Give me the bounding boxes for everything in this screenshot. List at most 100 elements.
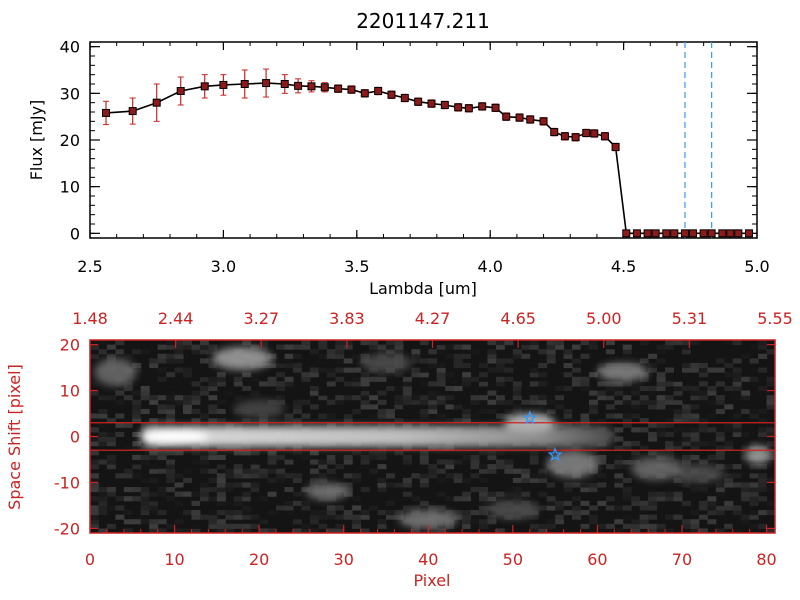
noise-pixel — [326, 422, 336, 428]
noise-pixel — [572, 376, 581, 382]
noise-pixel — [715, 367, 725, 373]
noise-pixel — [123, 381, 133, 387]
spectrum-data-point — [622, 229, 631, 238]
noise-pixel — [724, 362, 734, 369]
noise-pixel — [673, 340, 683, 346]
noise-pixel — [521, 399, 531, 405]
noise-pixel — [343, 454, 353, 460]
spectrum-x-tick-label: 2.5 — [77, 257, 102, 276]
noise-pixel — [453, 496, 463, 502]
noise-pixel — [529, 372, 539, 378]
noise-pixel — [250, 376, 260, 382]
noise-pixel — [546, 482, 556, 488]
noise-pixel — [580, 381, 590, 387]
noise-pixel — [487, 496, 497, 502]
noise-pixel — [521, 404, 531, 410]
noise-pixel — [242, 445, 252, 451]
noise-pixel — [199, 445, 209, 451]
noise-pixel — [233, 450, 243, 456]
noise-pixel — [715, 450, 725, 456]
noise-pixel — [622, 381, 632, 387]
noise-pixel — [208, 514, 218, 520]
noise-pixel — [326, 362, 336, 369]
noise-pixel — [715, 445, 725, 451]
noise-pixel — [504, 376, 514, 382]
noise-pixel — [470, 487, 480, 493]
noise-pixel — [292, 445, 302, 451]
noise-pixel — [758, 385, 768, 392]
noise-pixel — [732, 427, 742, 433]
noise-pixel — [276, 381, 286, 387]
spectrum-data-point — [734, 229, 743, 238]
noise-pixel — [326, 367, 336, 373]
noise-pixel — [369, 450, 379, 456]
noise-pixel — [292, 464, 302, 470]
noise-pixel — [631, 427, 641, 433]
noise-pixel — [419, 450, 429, 456]
noise-pixel — [199, 340, 209, 346]
noise-pixel — [90, 436, 99, 442]
noise-pixel — [724, 340, 734, 346]
noise-pixel — [250, 496, 260, 502]
noise-pixel — [614, 519, 624, 525]
noise-pixel — [462, 477, 472, 483]
noise-pixel — [233, 473, 243, 479]
noise-pixel — [470, 399, 480, 405]
noise-pixel — [360, 399, 370, 405]
noise-pixel — [665, 399, 675, 405]
noise-pixel — [648, 404, 658, 410]
noise-pixel — [563, 385, 573, 392]
noise-pixel — [614, 528, 624, 533]
noise-pixel — [335, 454, 345, 460]
noise-pixel — [681, 413, 691, 419]
noise-pixel — [673, 395, 683, 401]
noise-pixel — [191, 500, 201, 506]
spectrum-data-point — [440, 101, 449, 109]
noise-pixel — [681, 385, 691, 392]
noise-pixel — [123, 519, 133, 525]
noise-pixel — [402, 491, 412, 497]
spectrum-data-point — [611, 143, 620, 151]
noise-pixel — [90, 519, 99, 525]
noise-pixel — [479, 362, 488, 369]
noise-pixel — [462, 459, 472, 465]
noise-pixel — [546, 358, 556, 364]
noise-pixel — [462, 418, 472, 424]
noise-pixel — [715, 399, 725, 405]
noise-pixel — [276, 487, 286, 493]
image-y-tick-label: -10 — [54, 473, 80, 492]
noise-pixel — [360, 395, 370, 401]
noise-pixel — [766, 528, 775, 533]
noise-pixel — [656, 358, 666, 364]
image-top-tick-label: 3.27 — [243, 309, 279, 328]
spectrum-data-point — [307, 82, 316, 91]
noise-pixel — [225, 422, 235, 428]
noise-pixel — [648, 367, 658, 373]
noise-pixel — [622, 399, 632, 405]
noise-pixel — [132, 473, 142, 479]
noise-pixel — [284, 500, 294, 506]
noise-pixel — [90, 344, 99, 350]
spectrum-y-tick-label: 40 — [60, 38, 80, 57]
noise-pixel — [292, 418, 302, 424]
noise-pixel — [715, 454, 725, 460]
noise-pixel — [580, 510, 590, 516]
noise-pixel — [529, 340, 539, 346]
noise-pixel — [318, 390, 328, 396]
star-marker — [522, 410, 538, 425]
noise-pixel — [208, 422, 218, 428]
image-y-ticks: -20 -10 0 10 20 — [54, 336, 775, 538]
spectrum-data-point — [387, 90, 396, 99]
noise-pixel — [546, 344, 556, 350]
noise-pixel — [428, 464, 438, 470]
noise-pixel — [766, 500, 775, 506]
noise-pixel — [588, 450, 598, 456]
image-y-axis-label: Space Shift [pixel] — [5, 364, 24, 510]
noise-pixel — [428, 468, 438, 474]
noise-pixel — [419, 340, 429, 346]
noise-pixel — [546, 353, 556, 359]
noise-pixel — [98, 408, 108, 415]
noise-pixel — [479, 372, 488, 378]
noise-pixel — [225, 390, 235, 396]
noise-pixel — [106, 344, 116, 350]
